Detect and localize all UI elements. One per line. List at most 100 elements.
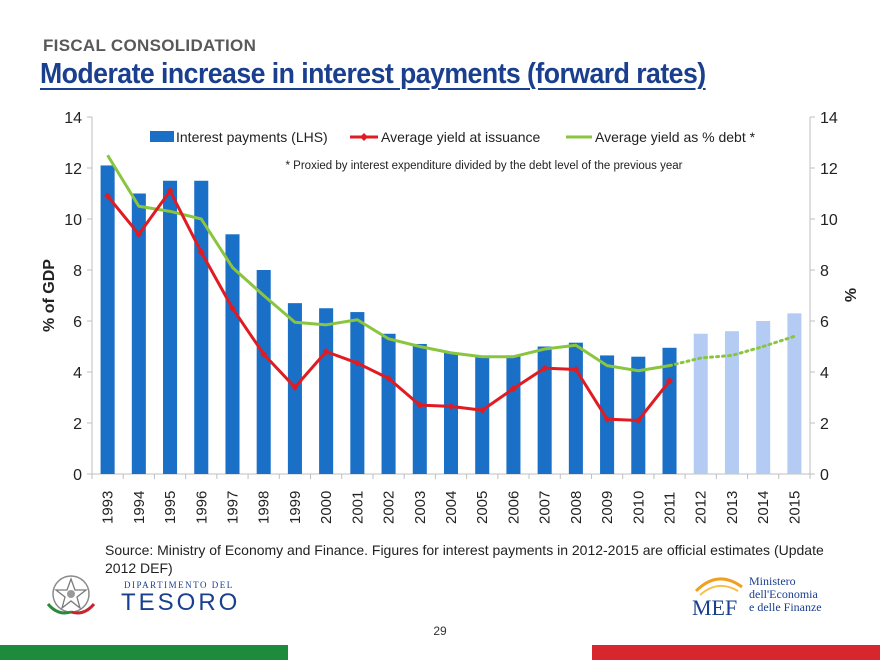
yield-issuance-point [603,415,611,423]
yield-issuance-point [104,192,112,200]
y-tick-label-left: 10 [64,212,82,229]
interest-bar [131,193,146,474]
y-axis-title-left: % of GDP [41,259,58,332]
interest-bar [693,333,708,474]
footer-red-band [592,645,880,660]
legend-label-debt: Average yield as % debt * [595,129,756,145]
yield-debt-line [106,154,670,373]
legend-swatch-interest [150,131,174,142]
yield-issuance-point [197,248,205,256]
x-tick-label: 1999 [287,491,304,524]
interest-bar [100,165,115,474]
y-tick-label-right: 2 [820,416,829,433]
yield-issuance-point [666,377,674,385]
y-axis-title-right: % [843,288,860,302]
yield-issuance-point [353,359,361,367]
interest-bar [319,308,334,474]
y-tick-label-right: 14 [820,110,838,127]
interest-bar [537,346,552,474]
mef-abbr: MEF [692,595,737,620]
y-tick-label-left: 8 [73,263,82,280]
x-tick-label: 1994 [131,491,148,524]
footer-green-band [0,645,288,660]
source-note: Source: Ministry of Economy and Finance.… [105,542,824,576]
y-tick-label-right: 6 [820,314,829,331]
y-tick-label-left: 14 [64,110,82,127]
x-tick-label: 1995 [162,491,179,524]
y-tick-label-right: 4 [820,365,829,382]
y-tick-label-right: 0 [820,467,829,484]
x-tick-label: 2006 [505,491,522,524]
yield-issuance-point [572,365,580,373]
interest-bar [475,356,490,474]
interest-bar [631,356,646,474]
interest-bar [163,180,178,474]
x-tick-label: 2002 [381,491,398,524]
interest-bar [787,313,802,474]
y-tick-label-left: 2 [73,416,82,433]
chart-footnote: * Proxied by interest expenditure divide… [286,160,683,172]
yield-issuance-point [228,304,236,312]
legend-label-interest: Interest payments (LHS) [176,129,328,145]
interest-bar [724,331,739,474]
x-tick-label: 2014 [755,491,772,524]
legend-label-issuance: Average yield at issuance [381,129,540,145]
y-tick-label-left: 6 [73,314,82,331]
x-tick-label: 2012 [693,491,710,524]
y-tick-label-left: 4 [73,365,82,382]
yield-issuance-point [385,374,393,382]
x-tick-label: 2011 [662,492,679,524]
x-tick-label: 1997 [224,491,241,524]
y-tick-label-left: 0 [73,467,82,484]
interest-bar [412,343,427,474]
y-tick-label-right: 10 [820,212,838,229]
x-tick-label: 2000 [318,491,335,524]
interest-bar [225,234,240,474]
x-tick-label: 1998 [256,491,273,524]
legend-marker-issuance [360,133,368,141]
x-tick-label: 2010 [630,491,647,524]
mef-line-2: dell'Economia [749,587,818,601]
x-tick-label: 2003 [412,491,429,524]
interest-bar [506,355,521,474]
interest-bar [600,355,615,474]
yield-issuance-point [634,416,642,424]
yield-issuance-point [166,187,174,195]
mef-line-1: Ministero [749,574,796,588]
yield-issuance-point [291,383,299,391]
mef-line-3: e delle Finanze [749,600,822,614]
interest-bar [194,180,209,474]
mef-ministry-name: Ministero dell'Economia e delle Finanze [749,575,822,614]
yield-issuance-point [322,348,330,356]
y-tick-label-right: 12 [820,161,838,178]
page-number: 29 [433,624,447,638]
section-label: FISCAL CONSOLIDATION [43,36,257,55]
yield-issuance-point [541,364,549,372]
interest-bar [350,312,365,474]
yield-issuance-point [135,230,143,238]
interest-bar [662,347,677,474]
x-tick-label: 1996 [193,491,210,524]
x-tick-label: 2009 [599,491,616,524]
republic-emblem-icon [46,575,96,615]
yield-issuance-point [447,402,455,410]
tesoro-department-label: DIPARTIMENTO DEL [124,580,234,590]
interest-bar [443,352,459,474]
x-tick-label: 1993 [100,491,117,524]
tesoro-logo-text: TESORO [121,589,241,616]
page-title: Moderate increase in interest payments (… [40,58,706,90]
yield-issuance-point [260,350,268,358]
x-tick-label: 2015 [786,491,803,524]
interest-bar [381,333,396,474]
y-tick-label-right: 8 [820,263,829,280]
yield-debt-line-forecast [668,334,796,368]
interest-bar [756,321,771,474]
x-tick-label: 2013 [724,491,741,524]
interest-bar [568,342,583,474]
yield-issuance-point [478,406,486,414]
mef-logo-icon: MEF [692,577,743,620]
y-tick-label-left: 12 [64,161,82,178]
interest-payments-chart: 0 0 2 2 4 4 6 6 8 8 10 10 12 12 14 14 1993 1994 1995 1996 19… [41,110,860,524]
yield-issuance-point [416,401,424,409]
x-tick-label: 2005 [474,491,491,524]
